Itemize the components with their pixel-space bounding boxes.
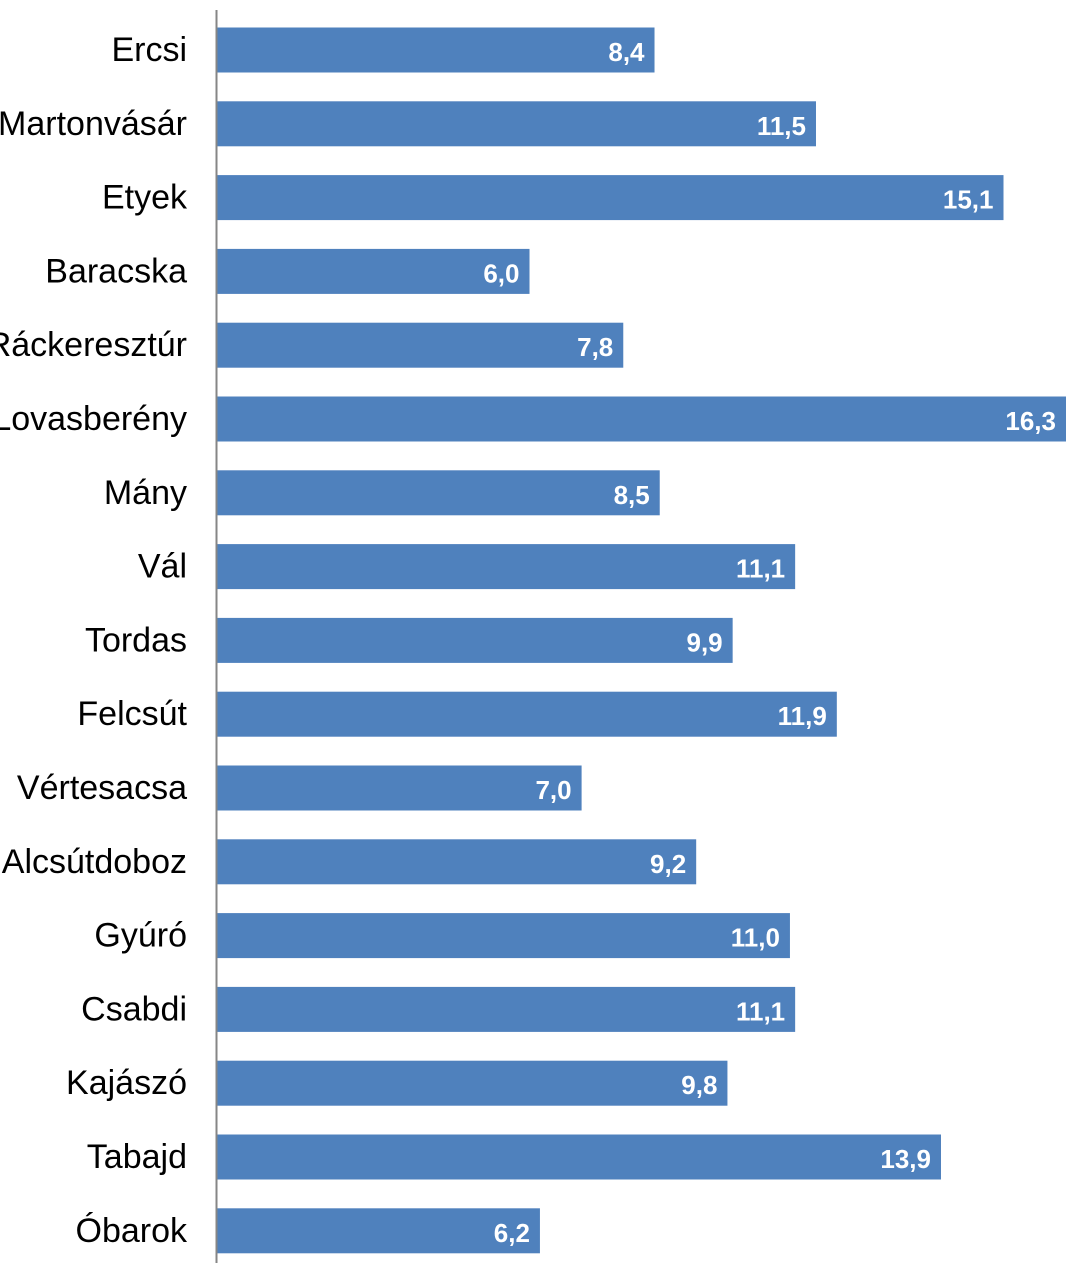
data-label: 13,9: [880, 1144, 931, 1174]
bar: [217, 839, 697, 885]
data-label: 8,4: [608, 37, 645, 67]
bar: [217, 913, 790, 959]
bar: [217, 1208, 540, 1254]
bar: [217, 470, 660, 516]
bar: [217, 765, 582, 811]
bar: [217, 986, 796, 1032]
bar: [217, 27, 655, 73]
data-label: 16,3: [1005, 406, 1056, 436]
bar: [217, 101, 816, 147]
bar: [217, 1060, 728, 1106]
category-label: Etyek: [102, 179, 188, 217]
bar: [217, 322, 624, 368]
bar: [217, 1134, 941, 1180]
category-label: Martonvásár: [0, 105, 187, 143]
data-label: 11,5: [757, 111, 806, 141]
bar: [217, 248, 530, 294]
bar: [217, 544, 796, 590]
category-label: Mány: [104, 474, 187, 512]
data-label: 7,0: [535, 775, 571, 805]
data-label: 11,1: [736, 554, 785, 584]
data-label: 15,1: [943, 185, 994, 215]
category-label: Alcsútdoboz: [2, 843, 187, 881]
data-label: 9,8: [681, 1070, 717, 1100]
data-label: 6,0: [483, 258, 519, 288]
data-label: 8,5: [614, 480, 650, 510]
bar: [217, 691, 837, 737]
category-label: Ercsi: [111, 31, 187, 69]
category-label: Tabajd: [87, 1138, 187, 1176]
category-label: Vértesacsa: [17, 769, 187, 807]
bar: [217, 396, 1066, 442]
data-label: 9,9: [686, 627, 722, 657]
data-label: 7,8: [577, 332, 613, 362]
bar: [217, 175, 1004, 221]
category-label: Ráckeresztúr: [0, 326, 187, 364]
category-label: Vál: [138, 548, 187, 586]
data-label: 6,2: [494, 1218, 530, 1248]
bar: [217, 617, 733, 663]
category-label: Csabdi: [81, 990, 187, 1028]
category-label: Lovasberény: [0, 400, 187, 438]
category-label: Gyúró: [94, 917, 187, 955]
category-label: Tordas: [85, 621, 187, 659]
data-label: 11,1: [736, 996, 785, 1026]
category-label: Óbarok: [76, 1212, 188, 1250]
bars-group: [217, 27, 1066, 1254]
value-labels: 8,4 11,5 15,1 6,0 7,8 16,3 8,5 11,1 9,9 11,9 7,0 9,…: [483, 37, 1056, 1248]
category-label: Kajászó: [66, 1064, 187, 1102]
category-label: Baracska: [45, 252, 187, 290]
data-label: 9,2: [650, 849, 686, 879]
category-label: Felcsút: [77, 695, 187, 733]
data-label: 11,9: [778, 701, 827, 731]
category-labels: Ercsi Martonvásár Etyek Baracska Ráckeresztú…: [0, 31, 188, 1250]
data-label: 11,0: [731, 923, 780, 953]
